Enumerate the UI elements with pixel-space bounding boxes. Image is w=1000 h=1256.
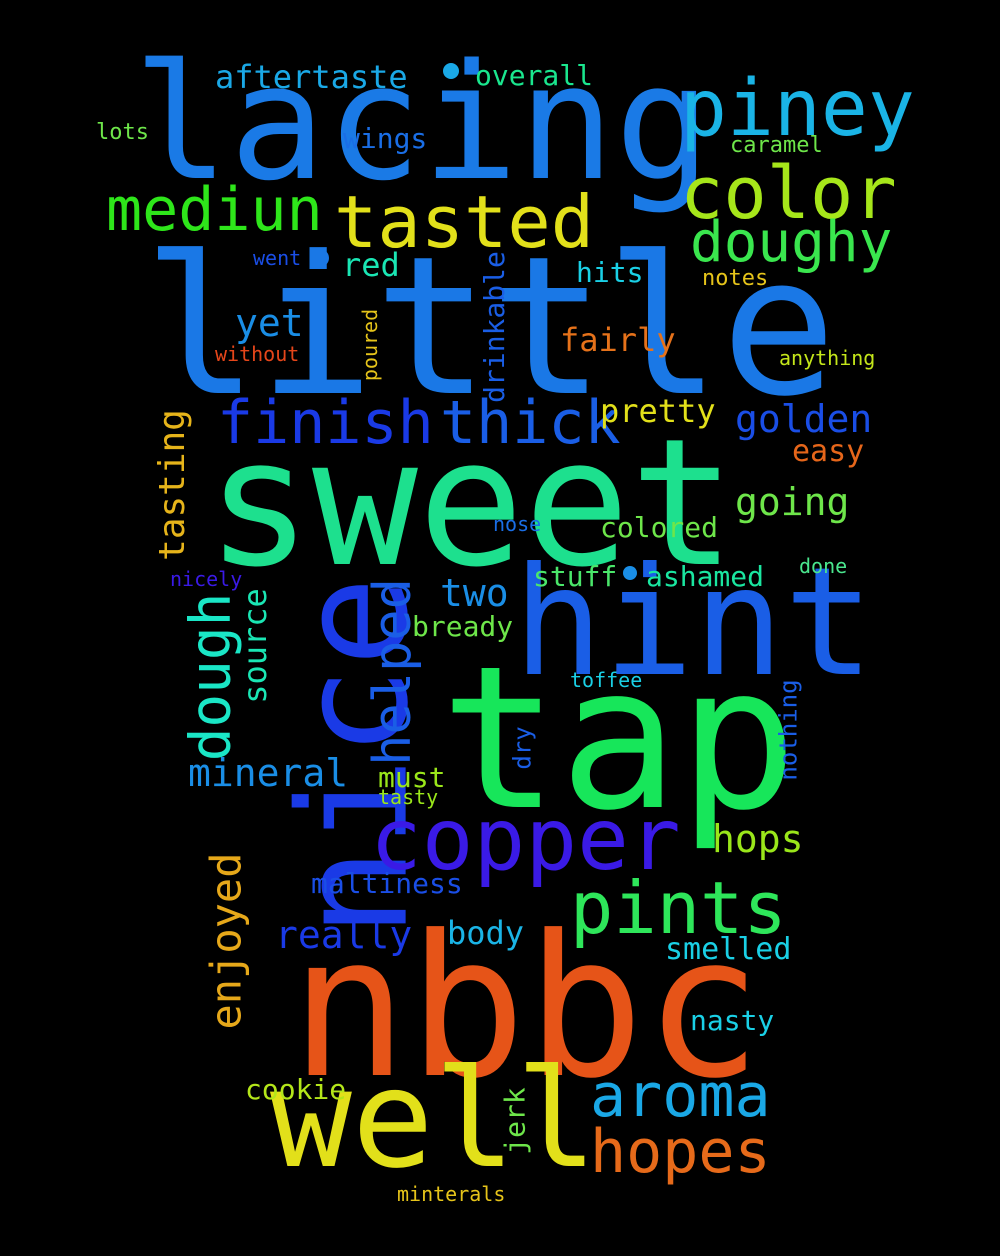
word-going: going — [735, 480, 850, 524]
word-bready: bready — [412, 610, 514, 643]
word-pints: pints — [570, 866, 787, 950]
word-cookie: cookie — [245, 1073, 347, 1106]
word-smelled: smelled — [665, 932, 792, 967]
word-pretty: pretty — [600, 392, 716, 430]
word-enjoyed: enjoyed — [201, 852, 251, 1030]
word-wings: wings — [343, 122, 428, 155]
word-lots: lots — [96, 120, 149, 145]
word-red: red — [342, 246, 400, 284]
word-mineral: mineral — [188, 751, 349, 795]
word-piney: piney — [680, 64, 915, 154]
word-really: really — [275, 913, 413, 957]
word-maltiness: maltiness — [311, 867, 463, 900]
word-went: went — [253, 246, 302, 270]
word-golden: golden — [735, 397, 873, 441]
word-fairly: fairly — [560, 321, 676, 359]
word-helped: helped — [362, 578, 423, 766]
word-copper: copper — [370, 790, 681, 890]
word-without: without — [215, 342, 300, 366]
word-tap: tap — [440, 623, 798, 854]
word-nicely: nicely — [170, 567, 243, 591]
word-lacing: lacing — [133, 29, 711, 216]
word-nbbc: nbbc — [290, 894, 763, 1122]
word-color: color — [680, 151, 897, 235]
dot-marker — [311, 249, 329, 267]
word-jerk: jerk — [498, 1087, 532, 1155]
word-toffee: toffee — [570, 668, 643, 692]
word-caramel: caramel — [730, 133, 823, 158]
word-poured: poured — [358, 308, 383, 382]
word-must: must — [378, 761, 446, 794]
word-two: two — [440, 571, 509, 615]
word-source: source — [235, 588, 274, 704]
word-aroma: aroma — [590, 1061, 771, 1131]
word-drinkable: drinkable — [477, 251, 511, 403]
word-ashamed: ashamed — [646, 560, 765, 593]
word-nose: nose — [493, 512, 542, 536]
word-hint: hint — [513, 536, 875, 710]
word-overall: overall — [475, 59, 594, 92]
word-dry: dry — [508, 726, 537, 770]
word-easy: easy — [792, 434, 865, 469]
word-yet: yet — [235, 301, 304, 345]
word-sweet: sweet — [206, 401, 736, 606]
word-hopes: hopes — [590, 1117, 771, 1187]
word-tasting: tasting — [151, 409, 193, 561]
word-doughy: doughy — [690, 210, 893, 275]
word-stuff: stuff — [533, 560, 618, 593]
word-body: body — [447, 914, 525, 952]
word-thick: thick — [440, 388, 621, 458]
word-colored: colored — [600, 511, 719, 544]
word-tasted: tasted — [334, 180, 595, 264]
word-little: little — [143, 216, 837, 439]
word-anything: anything — [779, 346, 876, 370]
word-nothing: nothing — [774, 679, 803, 781]
word-hops: hops — [712, 817, 804, 861]
word-finish: finish — [217, 388, 434, 458]
word-aftertaste: aftertaste — [215, 58, 408, 96]
dot-marker — [443, 63, 459, 79]
word-nasty: nasty — [690, 1004, 775, 1037]
word-done: done — [799, 554, 848, 578]
word-dough: dough — [178, 592, 244, 762]
dot-marker — [623, 566, 637, 580]
word-minterals: minterals — [397, 1182, 506, 1206]
word-mediun: mediun — [106, 175, 323, 245]
word-well: well — [270, 1041, 598, 1199]
word-hits: hits — [576, 256, 644, 289]
word-tasty: tasty — [378, 785, 439, 809]
word-notes: notes — [702, 266, 769, 291]
